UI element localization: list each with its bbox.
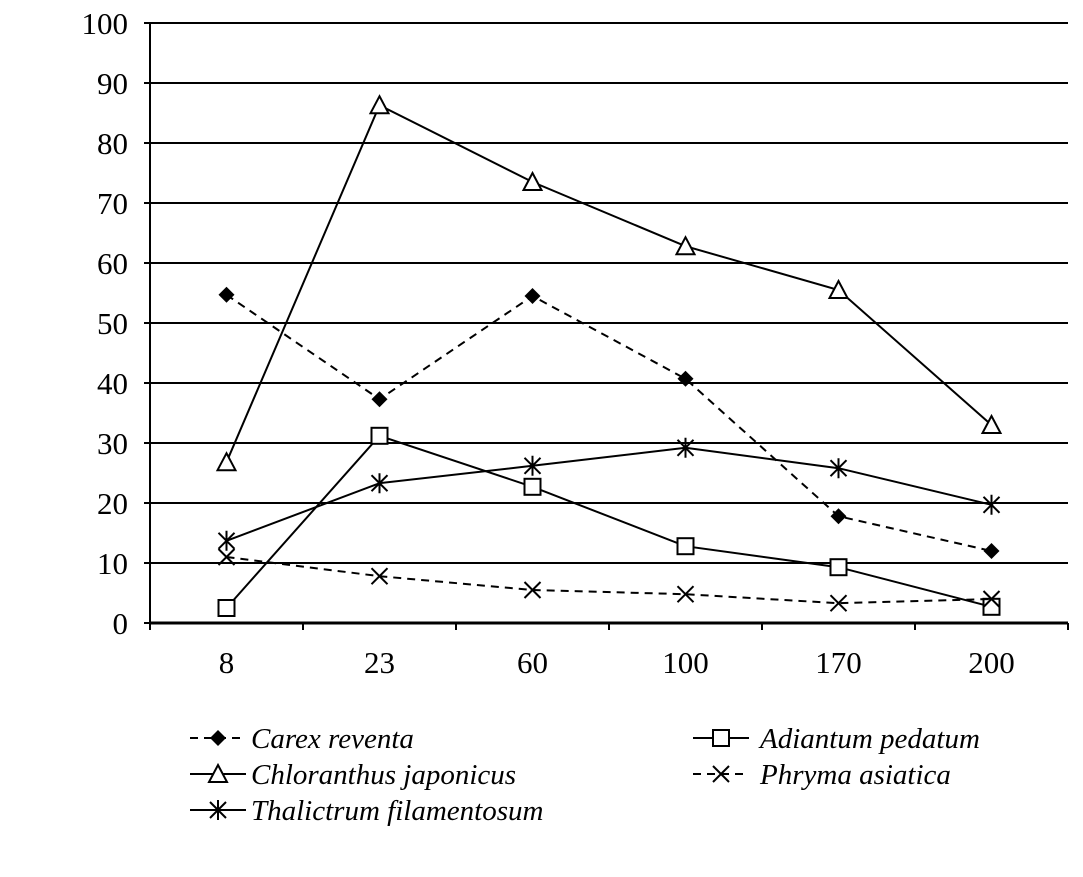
x-marker [370,567,389,585]
y-tick-label: 60 [97,246,128,281]
asterisk-marker [829,458,848,479]
square-marker [217,599,236,617]
y-tick-label: 50 [97,306,128,341]
diamond-marker [371,391,388,408]
legend-label: Thalictrum filamentosum [251,795,543,827]
x-tick-label: 60 [517,645,548,680]
legend-label: Adiantum pedatum [758,723,980,755]
y-tick-label: 70 [97,186,128,221]
x-marker [676,585,695,603]
triangle-marker [368,94,391,115]
series-line [226,556,992,605]
series-carex-reventa [218,286,1000,559]
asterisk-marker [217,530,236,551]
series-thalictrum-filamentosum [217,437,1001,551]
legend-item: Phryma asiatica [693,759,951,791]
triangle-marker [674,235,697,256]
diamond-marker [677,370,694,387]
series-line [225,103,993,463]
legend-item: Adiantum pedatum [693,723,980,755]
asterisk-marker [676,437,695,458]
square-marker [676,537,695,556]
x-marker [712,765,730,783]
y-tick-label: 20 [97,486,128,521]
series-chloranthus-japonicus [215,94,1003,472]
x-tick-label: 23 [364,645,395,680]
diamond-marker [983,543,1000,559]
triangle-marker [827,278,850,299]
square-marker [370,426,389,445]
asterisk-marker [209,800,227,820]
diamond-marker [218,286,235,303]
square-marker [829,558,848,577]
legend-label: Phryma asiatica [759,759,951,791]
y-tick-label: 100 [82,6,129,41]
diamond-marker [210,730,226,746]
square-marker [712,729,730,747]
asterisk-marker [370,473,389,494]
series-line [225,293,992,552]
diamond-marker [524,288,541,304]
y-tick-label: 90 [97,66,128,101]
square-marker [523,477,542,496]
triangle-marker [207,762,229,783]
legend-item: Thalictrum filamentosum [190,795,543,827]
diamond-marker [830,508,847,525]
series-line [226,446,992,542]
x-marker [217,548,236,566]
x-marker [982,590,1001,608]
x-tick-label: 200 [968,645,1015,680]
triangle-marker [521,170,544,191]
y-tick-label: 30 [97,426,128,461]
legend-item: Chloranthus japonicus [190,759,516,791]
asterisk-marker [523,455,542,476]
x-marker [523,581,542,599]
y-tick-label: 40 [97,366,128,401]
asterisk-marker [982,494,1001,515]
series-phryma-asiatica [217,548,1001,612]
square-marker [982,597,1001,616]
series-line [225,434,992,609]
x-tick-label: 8 [219,645,235,680]
y-tick-label: 10 [97,546,128,581]
y-tick-label: 0 [113,606,129,641]
y-tick-label: 80 [97,126,128,161]
legend-label: Carex reventa [251,723,414,755]
x-tick-label: 100 [662,645,709,680]
legend-item: Carex reventa [190,723,414,755]
x-tick-label: 170 [815,645,862,680]
x-marker [829,594,848,612]
legend-label: Chloranthus japonicus [251,759,516,791]
triangle-marker [215,451,238,472]
triangle-marker [980,413,1003,434]
